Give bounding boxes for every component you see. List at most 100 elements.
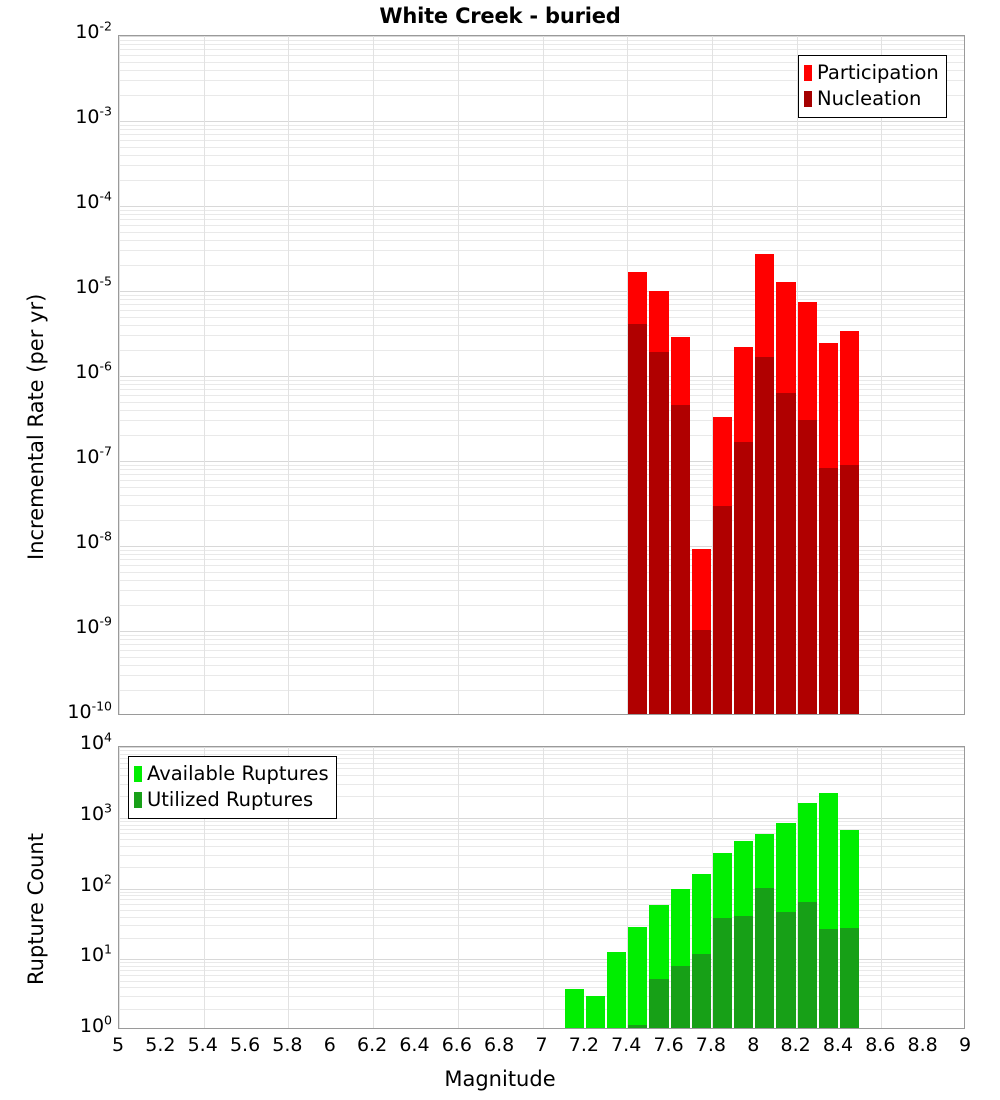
- y-axis-top-tick: 10-2: [75, 18, 112, 43]
- bar-segment-nucleation: [776, 392, 796, 714]
- x-axis-tick: 8.2: [780, 1034, 811, 1056]
- y-axis-top-tick: 10-8: [75, 528, 112, 553]
- bar[interactable]: [818, 747, 838, 1028]
- x-axis-tick: 6.6: [441, 1034, 472, 1056]
- x-axis-tick: 7.8: [695, 1034, 726, 1056]
- y-axis-bottom-tick: 103: [79, 800, 112, 825]
- bar[interactable]: [691, 36, 711, 714]
- bar[interactable]: [628, 36, 648, 714]
- incremental-rate-panel: [118, 35, 965, 715]
- bar[interactable]: [755, 747, 775, 1028]
- y-axis-top-tick: 10-7: [75, 443, 112, 468]
- bar-segment-utilized-ruptures: [691, 954, 711, 1028]
- x-axis-tick: 5.4: [187, 1034, 218, 1056]
- x-axis-tick: 6.2: [356, 1034, 388, 1056]
- bar[interactable]: [585, 747, 605, 1028]
- legend-item-utilized-ruptures[interactable]: Utilized Ruptures: [134, 787, 329, 813]
- bar-segment-nucleation: [755, 356, 775, 714]
- y-axis-top-tick: 10-10: [67, 698, 112, 723]
- x-axis-tick: 6: [323, 1034, 336, 1056]
- bar-segment-nucleation: [839, 464, 860, 714]
- bar[interactable]: [839, 747, 860, 1028]
- x-axis-tick: 5.2: [145, 1034, 176, 1056]
- y-axis-title-top: Incremental Rate (per yr): [24, 293, 48, 560]
- bar[interactable]: [501, 747, 520, 1028]
- bar[interactable]: [797, 36, 817, 714]
- bar-segment-utilized-ruptures: [776, 911, 796, 1028]
- bar[interactable]: [649, 747, 669, 1028]
- bar[interactable]: [628, 747, 648, 1028]
- y-axis-top-tick: 10-5: [75, 273, 112, 298]
- x-axis-tick: 8.8: [907, 1034, 938, 1056]
- y-axis-bottom-tick: 101: [79, 941, 112, 967]
- legend-item-available-ruptures[interactable]: Available Ruptures: [134, 761, 329, 787]
- bar[interactable]: [734, 747, 754, 1028]
- bar[interactable]: [607, 747, 627, 1028]
- bar-segment-utilized-ruptures: [839, 927, 860, 1028]
- bar-segment-available-ruptures: [564, 988, 584, 1028]
- bar[interactable]: [755, 36, 775, 714]
- bar-segment-available-ruptures: [607, 951, 627, 1028]
- legend-item-nucleation[interactable]: Nucleation: [804, 86, 939, 112]
- bar-segment-nucleation: [649, 352, 669, 714]
- x-axis-tick: 7.4: [611, 1034, 642, 1056]
- legend-swatch-nucleation: [804, 91, 812, 107]
- x-axis-tick: 7.6: [653, 1034, 684, 1056]
- x-axis-tick: 8: [747, 1034, 760, 1056]
- bar[interactable]: [839, 36, 860, 714]
- bars-incremental-rate: [119, 36, 964, 714]
- legend-swatch-available-ruptures: [134, 766, 142, 782]
- bar[interactable]: [670, 747, 690, 1028]
- bar[interactable]: [712, 36, 733, 714]
- page-title: White Creek - buried: [379, 4, 621, 28]
- bar[interactable]: [818, 36, 838, 714]
- bar-segment-nucleation: [818, 468, 838, 714]
- x-axis-tick: 6.8: [484, 1034, 515, 1056]
- bar[interactable]: [670, 36, 690, 714]
- bar[interactable]: [734, 36, 754, 714]
- bar-segment-nucleation: [712, 506, 733, 714]
- bar-segment-nucleation: [670, 405, 690, 714]
- y-axis-top-tick: 10-9: [75, 613, 112, 638]
- bar-segment-available-ruptures: [585, 996, 605, 1028]
- x-axis-tick: 8.6: [865, 1034, 896, 1056]
- legend-item-participation[interactable]: Participation: [804, 60, 939, 86]
- bar-segment-nucleation: [691, 629, 711, 714]
- legend-swatch-participation: [804, 65, 812, 81]
- y-axis-top-tick: 10-4: [75, 188, 112, 213]
- bar[interactable]: [691, 747, 711, 1028]
- bar[interactable]: [564, 747, 584, 1028]
- x-axis-tick: 7: [535, 1034, 548, 1056]
- x-axis-tick: 6.4: [399, 1034, 430, 1056]
- y-axis-bottom-tick: 102: [79, 871, 112, 896]
- bar-segment-utilized-ruptures: [734, 916, 754, 1028]
- x-axis-tick: 5.6: [229, 1034, 261, 1056]
- bar[interactable]: [776, 747, 796, 1028]
- bar[interactable]: [776, 36, 796, 714]
- y-axis-top-tick: 10-3: [75, 103, 112, 128]
- bar-segment-utilized-ruptures: [818, 929, 838, 1028]
- bar-segment-nucleation: [628, 323, 648, 714]
- bar[interactable]: [649, 36, 669, 714]
- x-axis-tick: 5: [111, 1034, 125, 1056]
- bar-segment-nucleation: [734, 441, 754, 714]
- x-axis-tick: 5.8: [272, 1034, 303, 1056]
- bar-segment-utilized-ruptures: [797, 902, 817, 1028]
- legend-incremental-rate: Participation Nucleation: [798, 55, 947, 118]
- legend-swatch-utilized-ruptures: [134, 792, 142, 808]
- bar[interactable]: [712, 747, 733, 1028]
- bar-segment-utilized-ruptures: [628, 1025, 648, 1028]
- bar-segment-utilized-ruptures: [712, 917, 733, 1028]
- x-axis-title: Magnitude: [444, 1067, 556, 1091]
- bar-segment-utilized-ruptures: [670, 966, 690, 1028]
- x-axis-tick: 7.2: [568, 1034, 599, 1056]
- y-axis-title-bottom: Rupture Count: [24, 833, 48, 985]
- y-axis-top-tick: 10-6: [75, 358, 112, 383]
- bar-segment-utilized-ruptures: [755, 888, 775, 1028]
- legend-label-available-ruptures: Available Ruptures: [147, 762, 329, 786]
- bar[interactable]: [797, 747, 817, 1028]
- bar-segment-utilized-ruptures: [649, 978, 669, 1028]
- legend-label-participation: Participation: [817, 61, 939, 85]
- bars-rupture-count: [119, 747, 964, 1028]
